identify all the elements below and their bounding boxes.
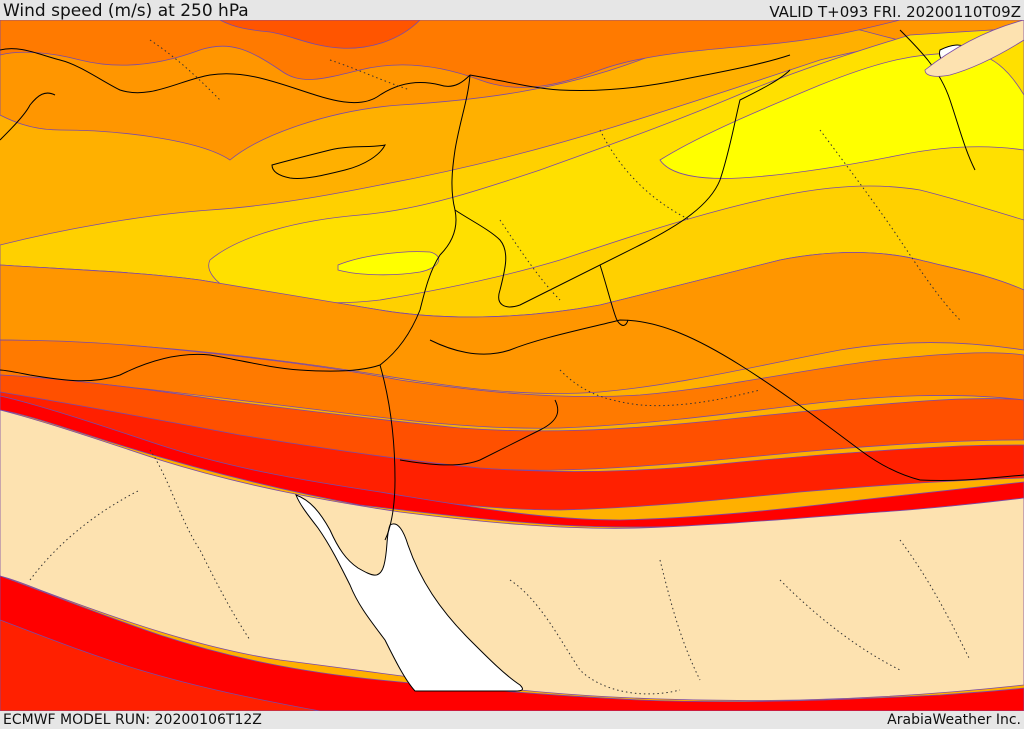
band-southwest-red bbox=[0, 575, 1024, 711]
band-south-dark-orange bbox=[0, 339, 1024, 429]
band-south-orange bbox=[0, 252, 1024, 394]
wind-speed-map[interactable] bbox=[0, 20, 1024, 711]
band-north-dark-orange bbox=[0, 20, 901, 88]
calm-land-south bbox=[0, 409, 1024, 701]
country-borders bbox=[379, 29, 1024, 541]
jet-core-west bbox=[337, 251, 440, 276]
band-southwest-red-orange bbox=[0, 619, 321, 711]
footer-bar: ECMWF MODEL RUN: 20200106T12Z ArabiaWeat… bbox=[0, 711, 1024, 729]
band-north-red-orange bbox=[219, 20, 421, 49]
calm-land-northeast bbox=[924, 20, 1024, 77]
band-south-deep-red bbox=[0, 395, 1024, 528]
jet-core-east bbox=[659, 52, 1024, 179]
admin-boundaries bbox=[29, 39, 971, 695]
credit: ArabiaWeather Inc. bbox=[887, 712, 1021, 728]
red-sea bbox=[295, 494, 523, 692]
valid-time: VALID T+093 FRI. 20200110T09Z bbox=[769, 3, 1021, 21]
map-title: Wind speed (m/s) at 250 hPa bbox=[3, 1, 249, 21]
header-bar: Wind speed (m/s) at 250 hPa VALID T+093 … bbox=[0, 0, 1024, 20]
coastlines bbox=[0, 48, 471, 382]
model-run: ECMWF MODEL RUN: 20200106T12Z bbox=[3, 712, 262, 728]
